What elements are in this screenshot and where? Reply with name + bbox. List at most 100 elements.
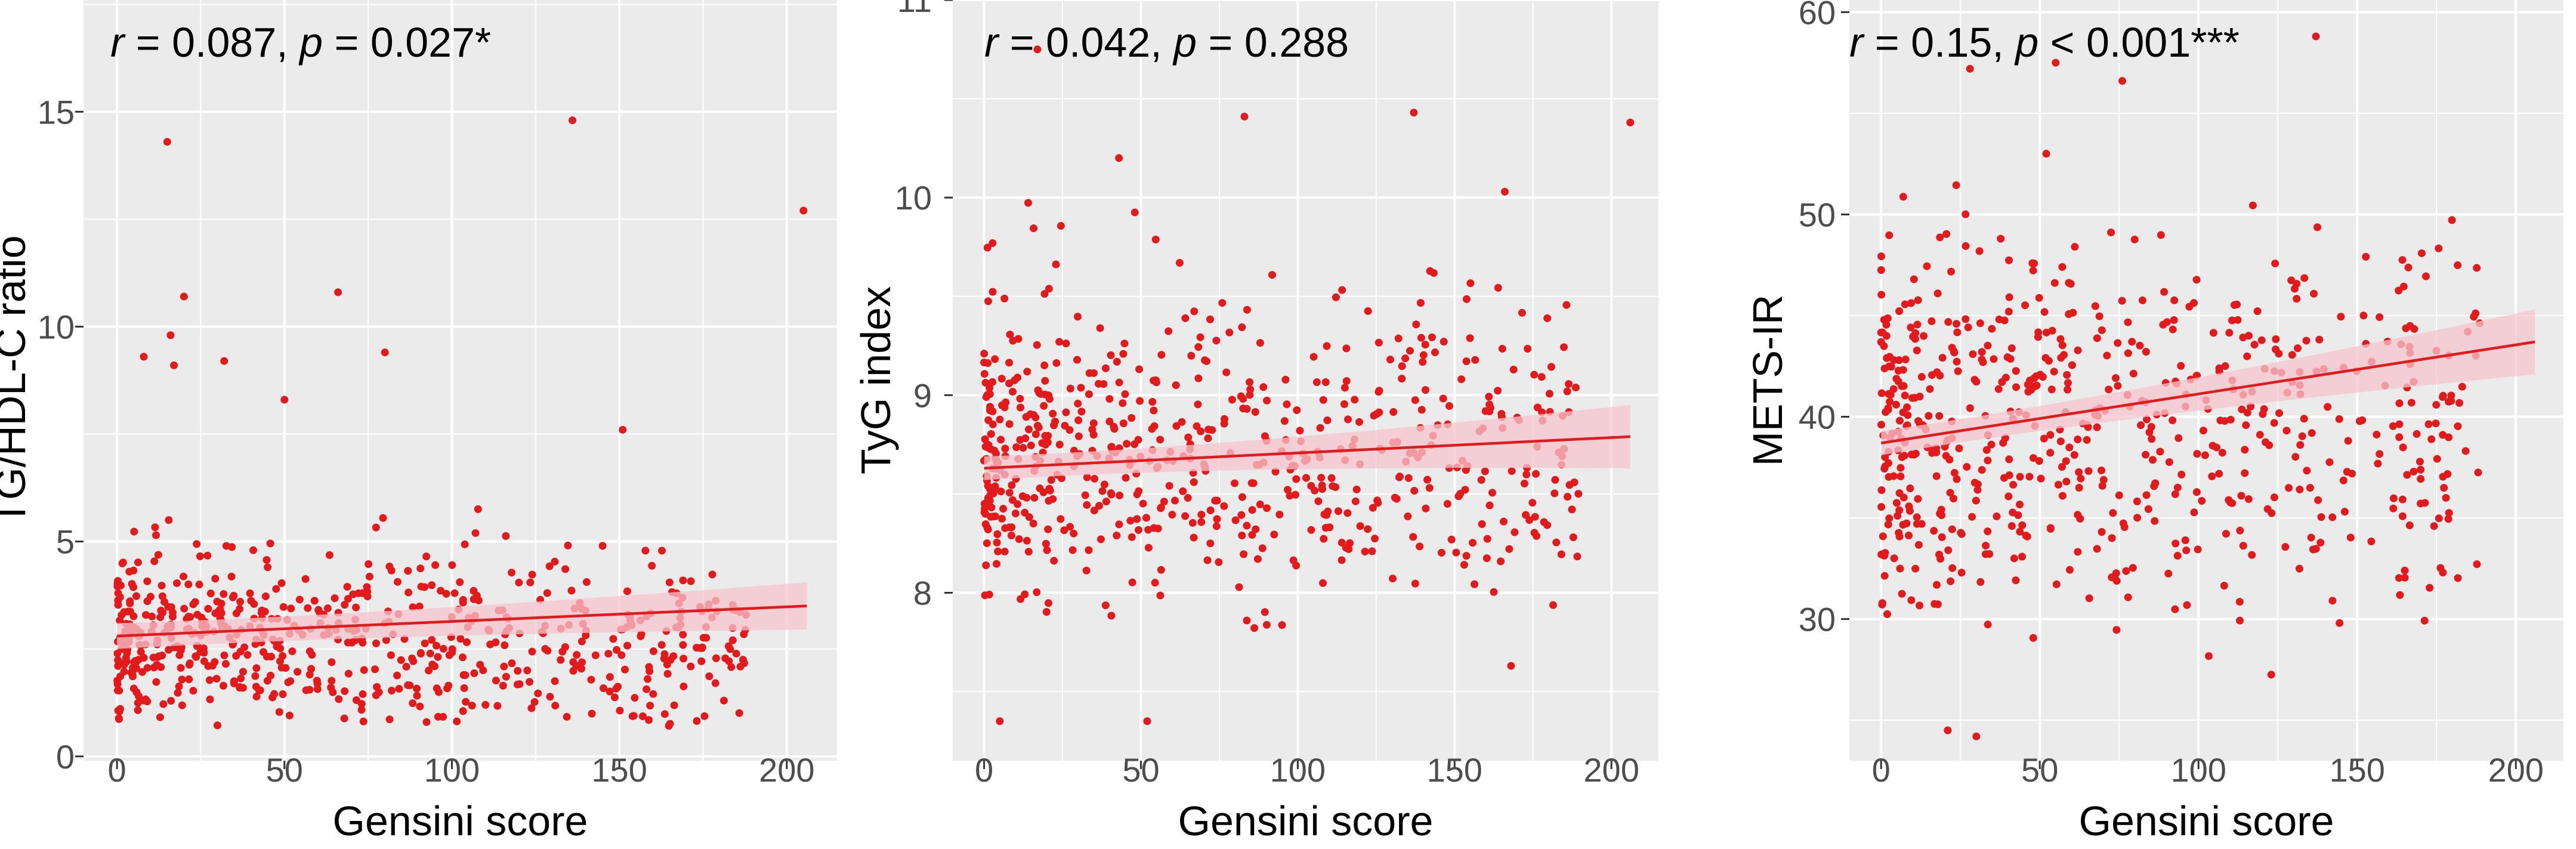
data-point [1936,233,1944,242]
p-value: = 0.027* [323,19,491,66]
data-point [1404,474,1413,482]
data-point [448,561,456,569]
data-point [1571,384,1580,392]
data-point [1278,621,1286,629]
data-point [2093,423,2101,431]
data-point [1957,529,1965,537]
data-point [1913,513,1921,521]
data-point [476,660,484,669]
data-point [189,687,197,695]
data-point [2256,431,2264,439]
data-point [999,505,1008,513]
data-point [1626,118,1635,126]
data-point [1952,181,1960,189]
data-point [1165,327,1173,335]
data-point [577,637,586,646]
data-point [530,698,539,706]
data-point [236,647,245,656]
data-point [2192,276,2201,284]
data-point [2373,430,2381,439]
data-point [980,370,989,378]
data-point [1160,498,1168,506]
data-point [1062,339,1070,348]
data-point [1972,496,1980,505]
x-tick-label: 100 [1270,751,1326,789]
data-point [1077,384,1085,392]
data-point [114,662,122,670]
data-point [612,684,620,693]
data-point [1913,320,1922,329]
data-point [711,679,719,687]
data-point [2439,473,2447,481]
data-point [1082,566,1091,575]
data-point [2403,471,2411,479]
data-point [1531,470,1540,478]
data-point [2209,442,2217,450]
data-point [1386,356,1394,364]
data-point [474,505,482,513]
data-point [502,532,510,540]
data-point [2105,385,2113,394]
data-point [702,634,711,642]
data-point [1907,323,1915,332]
data-point [515,680,524,689]
data-point [2171,605,2179,613]
data-point [2098,528,2106,536]
data-point [2040,308,2049,316]
data-point [543,589,551,597]
data-point [1107,490,1116,499]
data-point [2012,367,2020,375]
data-point [609,635,617,643]
data-point [434,688,443,696]
data-point [1268,271,1277,279]
data-point [997,436,1005,444]
data-point [1152,376,1160,384]
data-point [1243,521,1251,530]
data-point [2142,348,2150,356]
data-point [637,632,645,640]
data-point [426,649,434,657]
x-tick-label: 50 [1122,751,1159,789]
data-point [227,572,236,581]
data-point [693,717,701,725]
data-point [1027,442,1035,450]
data-point [1033,588,1041,597]
data-point [1447,535,1456,544]
data-point [329,688,337,696]
data-point [425,666,433,675]
data-point [1562,301,1571,309]
data-point [1885,390,1893,398]
data-point [1417,406,1426,414]
data-point [357,706,366,714]
data-point [2420,616,2429,625]
data-point [2238,405,2246,413]
data-point [705,672,714,681]
data-point [1531,513,1539,521]
data-point [2075,468,2083,476]
data-point [1134,526,1142,534]
data-point [1220,502,1228,510]
data-point [1932,581,1941,589]
data-point [1944,546,1953,554]
data-point [2454,261,2462,270]
data-point [1930,527,1938,535]
data-point [543,647,552,655]
data-point [2030,374,2038,382]
data-point [2065,310,2073,319]
data-point [600,684,608,693]
data-point [2007,522,2016,530]
data-point [1947,577,1955,585]
data-point [409,603,417,612]
data-point [724,642,733,650]
data-point [1508,467,1516,476]
data-point [395,684,403,693]
data-point [2253,307,2262,316]
data-point [184,580,193,588]
data-point [1559,343,1568,351]
r-value: = 0.15, [1863,19,2015,66]
data-point [587,675,595,684]
data-point [2058,263,2067,271]
data-point [1537,373,1546,381]
data-point [325,551,333,559]
data-point [2309,545,2317,554]
